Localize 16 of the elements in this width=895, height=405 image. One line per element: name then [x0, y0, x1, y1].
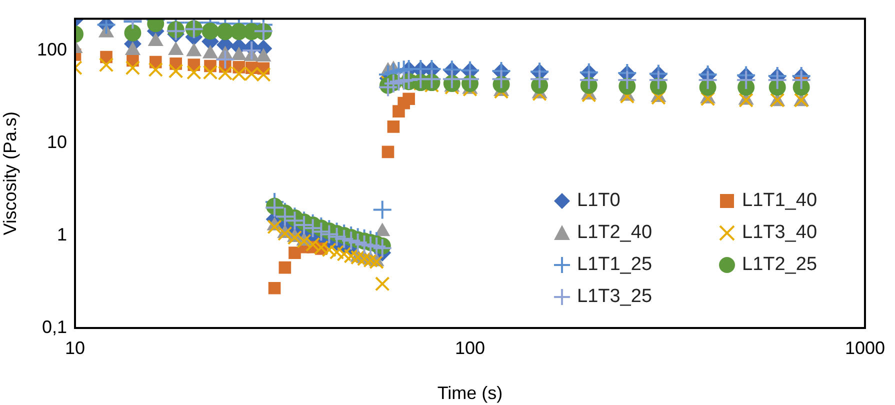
y-tick-label: 100: [36, 39, 67, 60]
x-tick-label: 10: [64, 338, 86, 358]
y-tick-label: 0,1: [42, 316, 67, 337]
legend-label: L1T2_40: [577, 222, 652, 244]
legend-label: L1T1_40: [742, 190, 818, 212]
legend-label: L1T3_40: [742, 222, 818, 244]
x-tick-label: 1000: [844, 338, 885, 358]
legend-label: L1T1_25: [577, 254, 652, 276]
y-tick-label: 10: [46, 132, 67, 152]
x-axis-title: Time (s): [437, 383, 503, 404]
x-tick-label: 100: [454, 338, 486, 358]
legend-label: L1T2_25: [742, 254, 818, 276]
y-axis-title: Viscosity (Pa.s): [0, 112, 20, 236]
legend-label: L1T0: [577, 190, 620, 212]
legend-label: L1T3_25: [577, 286, 652, 308]
y-tick-label: 1: [56, 224, 67, 244]
